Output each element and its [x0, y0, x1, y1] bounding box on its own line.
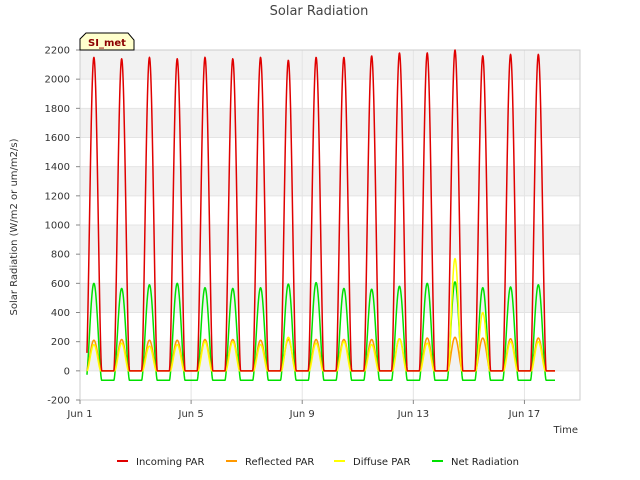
series-line-incoming-par [86, 49, 556, 372]
y-tick-label: 1600 [45, 133, 70, 144]
x-axis-title: Time [553, 425, 578, 436]
y-tick-label: -200 [47, 396, 70, 407]
x-tick-label: Jun 9 [289, 409, 315, 420]
plot-band [80, 225, 580, 255]
site-label-box: SI_met [79, 32, 135, 51]
plot-band [80, 166, 580, 196]
plot-background-bands [80, 50, 580, 371]
x-tick-label: Jun 1 [66, 409, 92, 420]
plot-band [80, 341, 580, 371]
site-label: SI_met [88, 38, 126, 49]
legend-label: Net Radiation [451, 457, 519, 468]
y-axis-title: Solar Radiation (W/m2 or um/m2/s) [9, 138, 20, 315]
x-axis-ticks: Jun 1 Jun 5 Jun 9 Jun 13 Jun 17 [66, 400, 540, 420]
y-tick-label: 1200 [45, 191, 70, 202]
legend: Incoming PAR Reflected PAR Diffuse PAR Net … [117, 457, 519, 468]
legend-label: Reflected PAR [245, 457, 314, 468]
y-tick-label: 800 [51, 250, 70, 261]
legend-label: Incoming PAR [136, 457, 205, 468]
legend-label: Diffuse PAR [353, 457, 410, 468]
y-tick-label: 1400 [45, 162, 70, 173]
y-tick-label: 2000 [45, 75, 70, 86]
plot-band [80, 50, 580, 80]
x-tick-label: Jun 17 [508, 409, 541, 420]
plot-band [80, 108, 580, 138]
chart-title: Solar Radiation [270, 4, 369, 19]
plot-band [80, 283, 580, 313]
y-tick-label: 200 [51, 337, 70, 348]
y-tick-label: 0 [64, 366, 70, 377]
x-tick-label: Jun 5 [178, 409, 204, 420]
y-tick-label: 400 [51, 308, 70, 319]
y-tick-label: 600 [51, 279, 70, 290]
y-tick-label: 1000 [45, 221, 70, 232]
y-axis-ticks: -200 0 200 400 600 800 1000 1200 1400 1600 1800 200… [45, 46, 80, 407]
y-tick-label: 2200 [45, 46, 70, 57]
series-layer [86, 49, 556, 382]
x-tick-label: Jun 13 [397, 409, 430, 420]
y-tick-label: 1800 [45, 104, 70, 115]
